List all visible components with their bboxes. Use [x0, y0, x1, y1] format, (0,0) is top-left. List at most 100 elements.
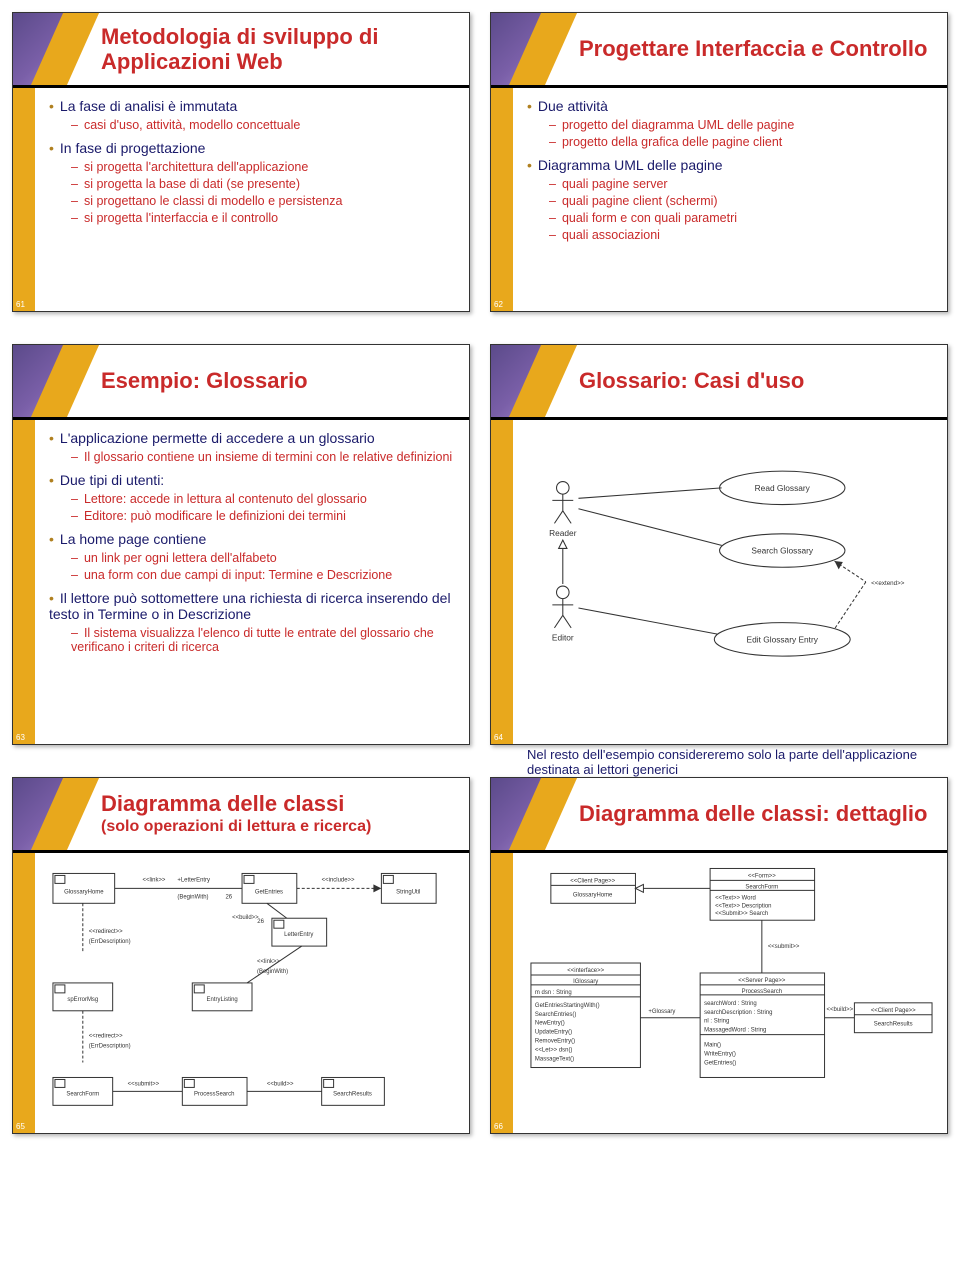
sub-bullet: quali pagine server: [549, 177, 933, 191]
assoc-label: <<submit>>: [128, 1081, 160, 1087]
sidebar-stripe: [13, 420, 35, 744]
reader-label: Reader: [549, 528, 577, 538]
box-label: ProcessSearch: [742, 989, 782, 995]
corner-decoration: [491, 13, 543, 85]
corner-decoration: [491, 778, 543, 850]
assoc-label: (ErrDescription): [89, 939, 131, 945]
slide-header: Glossario: Casi d'uso: [491, 345, 947, 417]
box-stereo: <<Server Page>>: [738, 978, 786, 984]
bullet-text: Due attività: [538, 98, 608, 114]
slide-body: L'applicazione permette di accedere a un…: [13, 420, 469, 744]
corner-decoration: [13, 345, 65, 417]
sub-bullet: Il glossario contiene un insieme di term…: [71, 450, 455, 464]
content: Due attività progetto del diagramma UML …: [513, 88, 947, 311]
op: <<Let>> dsn(): [535, 1047, 573, 1053]
content: L'applicazione permette di accedere a un…: [35, 420, 469, 744]
sub-list: quali pagine server quali pagine client …: [527, 177, 933, 242]
slide-65: Diagramma delle classi (solo operazioni …: [12, 777, 470, 1134]
corner-decoration: [13, 778, 65, 850]
title-wrap: Glossario: Casi d'uso: [543, 345, 947, 417]
op: UpdateEntry(): [535, 1029, 572, 1035]
slide-title: Glossario: Casi d'uso: [579, 368, 804, 393]
slide-header: Diagramma delle classi (solo operazioni …: [13, 778, 469, 850]
assoc-label: <<link>>: [143, 877, 166, 883]
slide-title: Diagramma delle classi: [101, 791, 371, 816]
attr: nl : String: [704, 1019, 729, 1025]
bullet: Il lettore può sottomettere una richiest…: [49, 590, 455, 654]
class-diagram: GlossaryHome GetEntries StringUtil <<lin…: [35, 853, 469, 1133]
bullet-text: In fase di progettazione: [60, 140, 206, 156]
slide-63: Esempio: Glossario L'applicazione permet…: [12, 344, 470, 745]
page-number: 61: [16, 300, 25, 309]
slide-62: Progettare Interfaccia e Controllo Due a…: [490, 12, 948, 312]
slide-body: Due attività progetto del diagramma UML …: [491, 88, 947, 311]
slide-body: <<Client Page>> GlossaryHome <<Form>> Se…: [491, 853, 947, 1133]
class-svg: GlossaryHome GetEntries StringUtil <<lin…: [43, 861, 461, 1125]
bullet: Due attività progetto del diagramma UML …: [527, 98, 933, 149]
sub-bullet: quali form e con quali parametri: [549, 211, 933, 225]
attr: searchWord : String: [704, 1001, 757, 1007]
usecase-diagram: Reader Editor Read Glossary Search Gl: [513, 420, 947, 744]
sub-bullet: casi d'uso, attività, modello concettual…: [71, 118, 455, 132]
op: WriteEntry(): [704, 1051, 736, 1057]
slide-61: Metodologia di sviluppo di Applicazioni …: [12, 12, 470, 312]
assoc-label: +LetterEntry: [177, 877, 210, 883]
bullet: L'applicazione permette di accedere a un…: [49, 430, 455, 464]
bullet-list: Due attività progetto del diagramma UML …: [527, 98, 933, 242]
corner-decoration: [13, 13, 65, 85]
note-text: Nel resto dell'esempio considereremo sol…: [527, 747, 917, 777]
slide-66: Diagramma delle classi: dettaglio <<Clie…: [490, 777, 948, 1134]
actor-editor: Editor: [552, 586, 574, 642]
op: GetEntries(): [704, 1060, 736, 1066]
op: NewEntry(): [535, 1021, 565, 1027]
op: MassageText(): [535, 1056, 574, 1062]
sub-bullet: un link per ogni lettera dell'alfabeto: [71, 551, 455, 565]
detail-svg: <<Client Page>> GlossaryHome <<Form>> Se…: [521, 861, 939, 1125]
attr: <<Text>> Description: [715, 903, 771, 909]
page-number: 65: [16, 1122, 25, 1131]
sub-bullet: si progetta la base di dati (se presente…: [71, 177, 455, 191]
title-wrap: Diagramma delle classi (solo operazioni …: [65, 778, 469, 850]
slide-title: Metodologia di sviluppo di Applicazioni …: [101, 24, 457, 75]
extend-label: <<extend>>: [871, 580, 905, 587]
box-label: ProcessSearch: [194, 1091, 234, 1097]
assoc-label: +Glossary: [648, 1009, 675, 1015]
sub-list: progetto del diagramma UML delle pagine …: [527, 118, 933, 149]
bullet-list: La fase di analisi è immutata casi d'uso…: [49, 98, 455, 225]
slide-subtitle: (solo operazioni di lettura e ricerca): [101, 818, 371, 836]
slide-title: Progettare Interfaccia e Controllo: [579, 36, 927, 61]
corner-decoration: [491, 345, 543, 417]
slide-body: La fase di analisi è immutata casi d'uso…: [13, 88, 469, 311]
slide-header: Metodologia di sviluppo di Applicazioni …: [13, 13, 469, 85]
slide-header: Progettare Interfaccia e Controllo: [491, 13, 947, 85]
assoc-label: (BeginWith): [257, 969, 288, 975]
editor-label: Editor: [552, 632, 574, 642]
sub-bullet: progetto del diagramma UML delle pagine: [549, 118, 933, 132]
attr: searchDescription : String: [704, 1010, 772, 1016]
assoc-label: <<include>>: [322, 877, 355, 883]
box-label: GlossaryHome: [64, 889, 104, 895]
bullet-text: Diagramma UML delle pagine: [538, 157, 723, 173]
sub-list: casi d'uso, attività, modello concettual…: [49, 118, 455, 132]
bullet-text: La home page contiene: [60, 531, 206, 547]
assoc-label: <<build>>: [827, 1007, 854, 1013]
bullet: Due tipi di utenti: Lettore: accede in l…: [49, 472, 455, 523]
sub-list: un link per ogni lettera dell'alfabeto u…: [49, 551, 455, 582]
box-label: SearchForm: [66, 1091, 99, 1097]
sub-bullet: quali associazioni: [549, 228, 933, 242]
box-label: IGlossary: [573, 979, 598, 985]
sub-list: Il sistema visualizza l'elenco di tutte …: [49, 626, 455, 654]
attr: m dsn : String: [535, 990, 572, 996]
sub-list: si progetta l'architettura dell'applicaz…: [49, 160, 455, 225]
op: Main(): [704, 1042, 721, 1048]
class-detail-diagram: <<Client Page>> GlossaryHome <<Form>> Se…: [513, 853, 947, 1133]
box-label: StringUtil: [396, 889, 420, 895]
box-label: LetterEntry: [284, 932, 313, 938]
search-label: Search Glossary: [751, 546, 814, 556]
assoc-label: <<build>>: [267, 1081, 294, 1087]
box-label: SearchResults: [874, 1022, 913, 1028]
attr: <<Text>> Word: [715, 895, 756, 901]
bullet: Diagramma UML delle pagine quali pagine …: [527, 157, 933, 242]
slide-header: Diagramma delle classi: dettaglio: [491, 778, 947, 850]
box-stereo: <<interface>>: [567, 968, 604, 974]
